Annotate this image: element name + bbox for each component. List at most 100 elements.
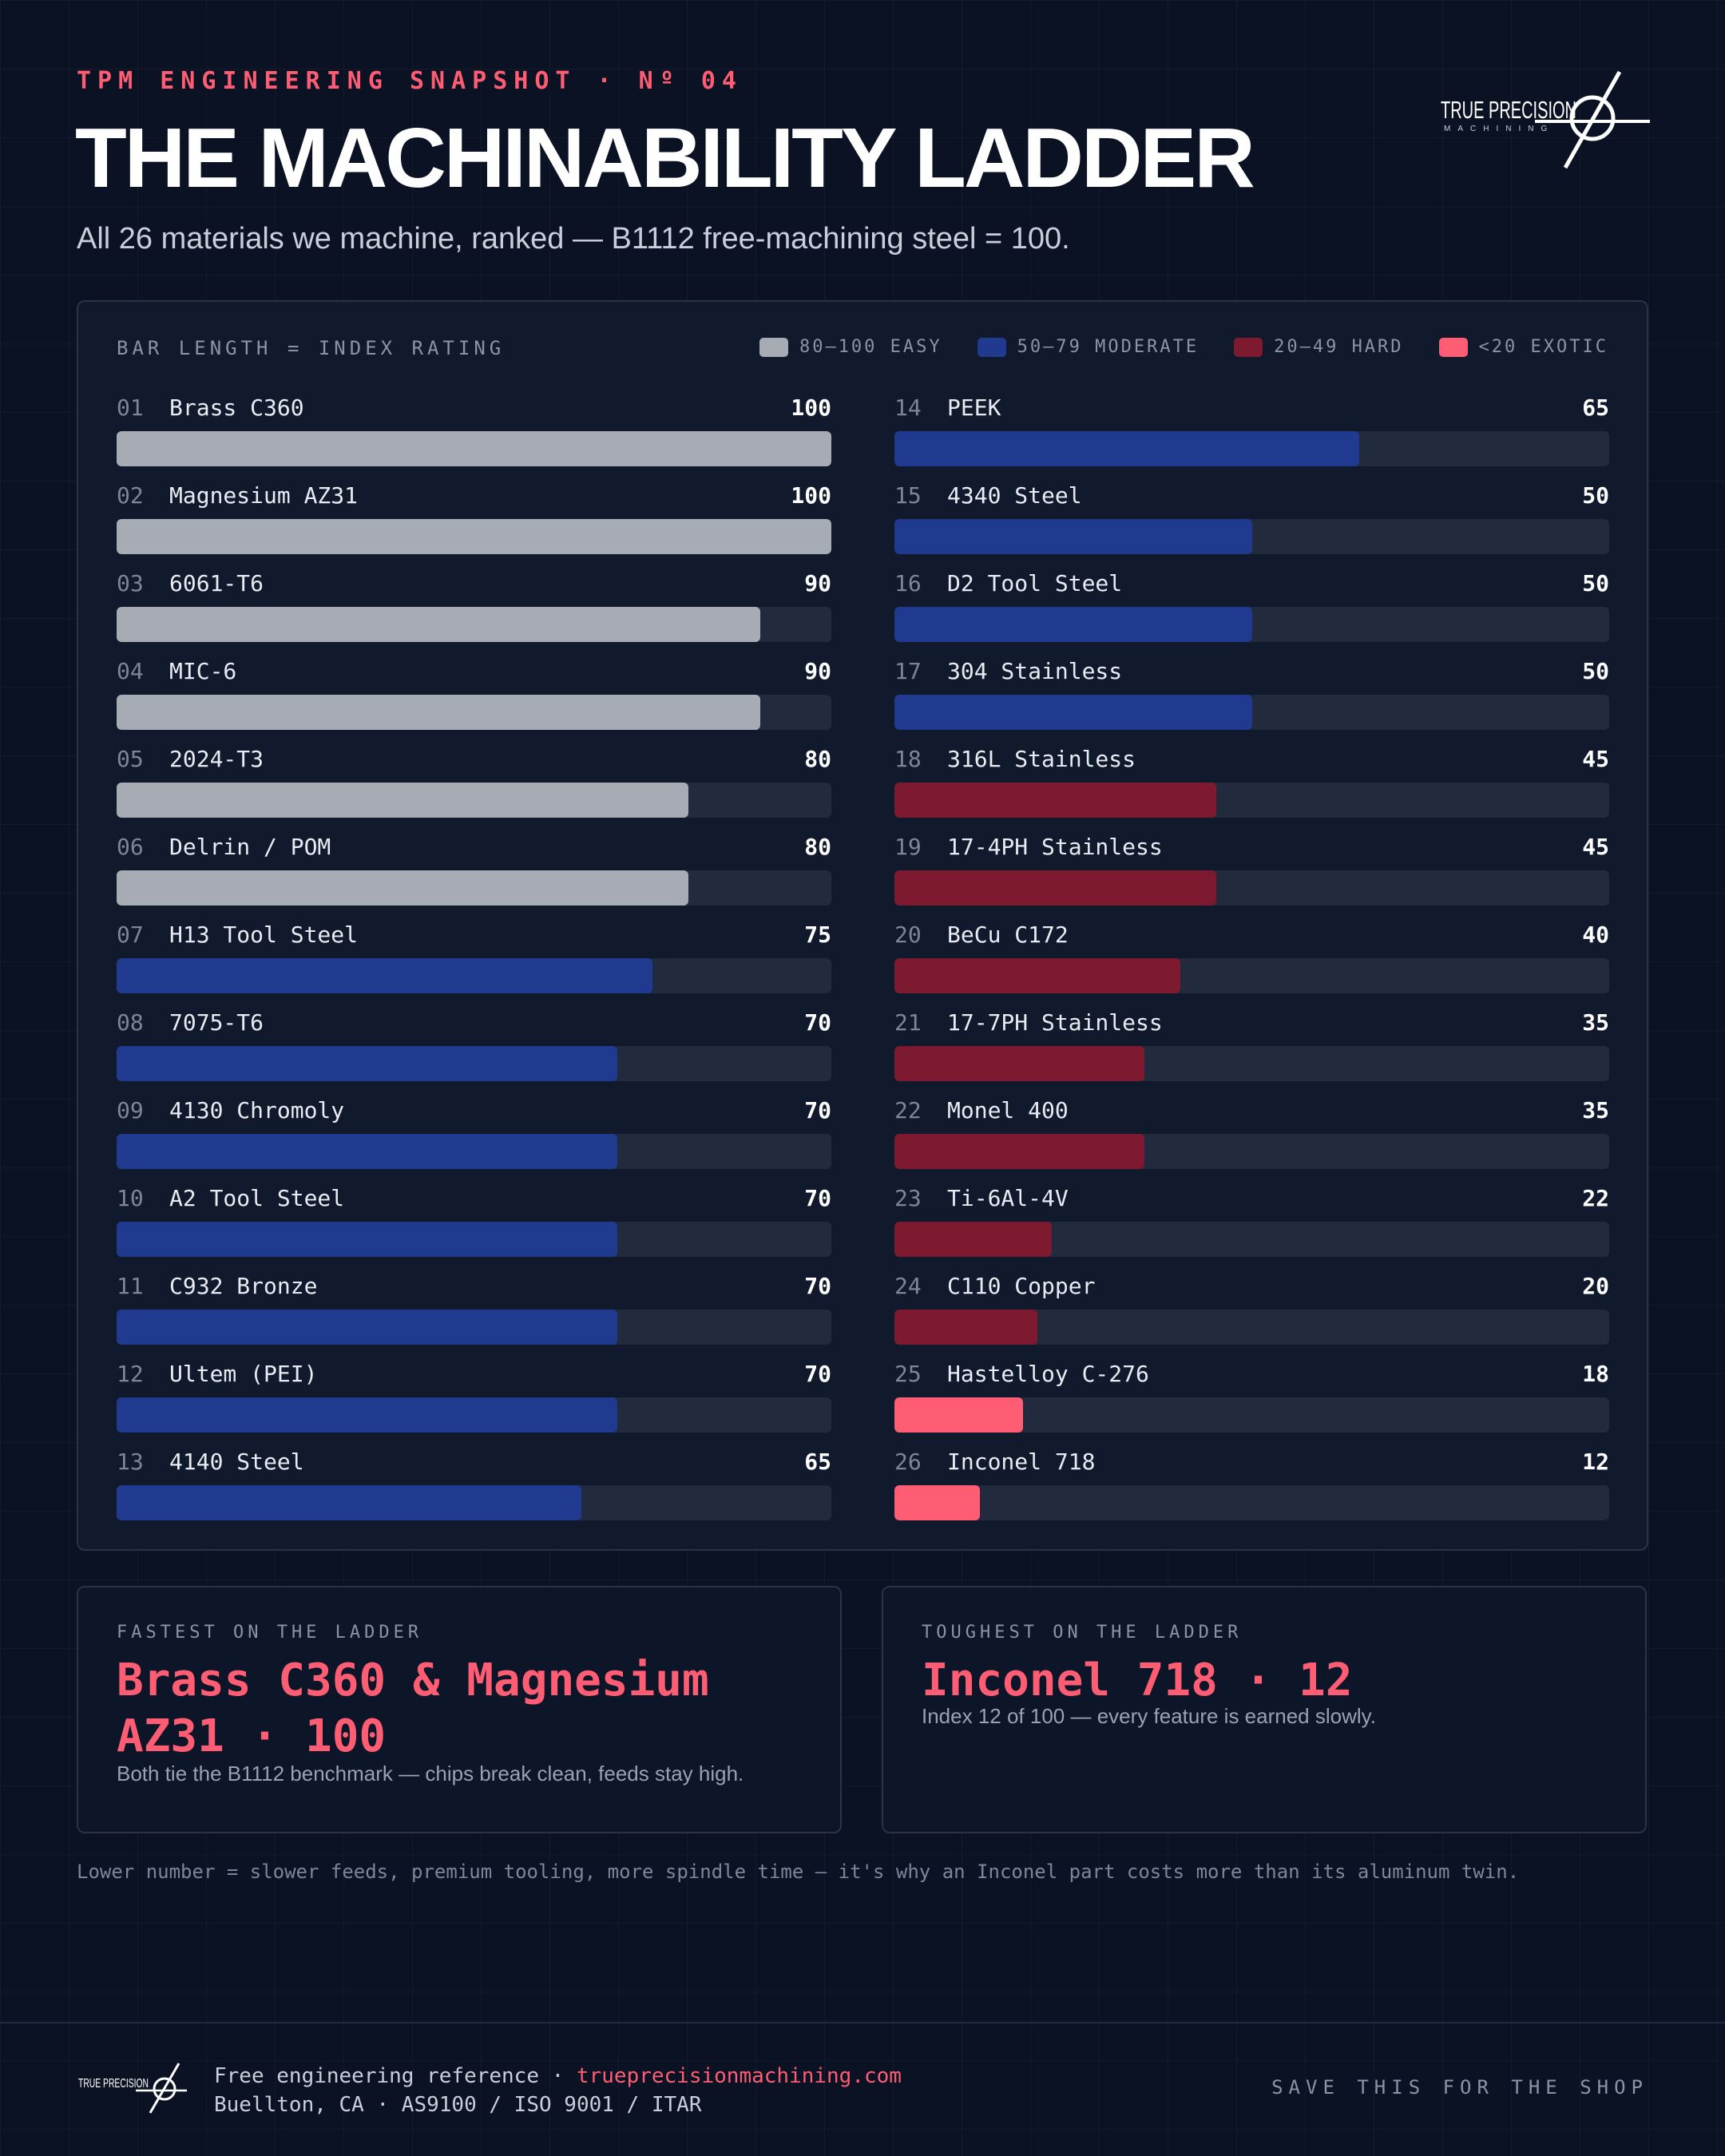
- bar: [894, 1134, 1144, 1169]
- legend-item: 50–79 MODERATE: [977, 337, 1200, 357]
- footer-line-2: Buellton, CA · AS9100 / ISO 9001 / ITAR: [214, 2093, 702, 2117]
- bar-label: 4340 Steel: [947, 482, 1082, 509]
- bar: [117, 519, 831, 554]
- bar-rank: 02: [117, 482, 144, 509]
- bar: [894, 783, 1216, 818]
- bar-track: [117, 607, 831, 642]
- bar-label: 17-7PH Stainless: [947, 1009, 1163, 1036]
- bar-row: 15 4340 Steel 50: [894, 478, 1609, 565]
- bar-label: Magnesium AZ31: [169, 482, 359, 509]
- bar: [117, 695, 760, 730]
- fastest-value: Brass C360 & Magnesium AZ31 · 100: [117, 1655, 709, 1762]
- bar-label: BeCu C172: [947, 921, 1069, 948]
- toughest-card: TOUGHEST ON THE LADDER Inconel 718 · 12 …: [882, 1586, 1647, 1833]
- bar-rank: 25: [894, 1360, 922, 1387]
- bar-value-label: 70: [804, 1009, 831, 1036]
- bar-label: 4140 Steel: [169, 1448, 304, 1475]
- bar-value-label: 70: [804, 1184, 831, 1211]
- bar-track: [894, 783, 1609, 818]
- bar-row: 26 Inconel 718 12: [894, 1444, 1609, 1532]
- bar-track: [894, 607, 1609, 642]
- bar-track: [894, 431, 1609, 466]
- bar-track: [117, 1310, 831, 1345]
- bar-value-label: 70: [804, 1272, 831, 1299]
- bar-track: [894, 870, 1609, 906]
- bar: [117, 1310, 617, 1345]
- bar: [894, 1310, 1037, 1345]
- toughest-note: Index 12 of 100 — every feature is earne…: [922, 1704, 1376, 1728]
- bar: [894, 958, 1180, 993]
- bar-rank: 15: [894, 482, 922, 509]
- legend-item: <20 EXOTIC: [1438, 337, 1608, 357]
- bar-value-label: 50: [1582, 482, 1609, 509]
- toughest-value: Inconel 718 · 12: [922, 1655, 1353, 1706]
- bar-rank: 16: [894, 569, 922, 596]
- bar-value-label: 40: [1582, 921, 1609, 948]
- bar-column-left: 01 Brass C360 100 02 Magnesium AZ31 100 03 6061…: [117, 390, 831, 1532]
- bar-track: [117, 1046, 831, 1081]
- legend-item: 20–49 HARD: [1234, 337, 1403, 357]
- bar-row: 13 4140 Steel 65: [117, 1444, 831, 1532]
- bar-row: 06 Delrin / POM 80: [117, 829, 831, 917]
- bar-rank: 22: [894, 1096, 922, 1124]
- bar-label: 316L Stainless: [947, 745, 1136, 772]
- bar-track: [117, 1485, 831, 1520]
- bar: [117, 870, 688, 906]
- bar-value-label: 65: [804, 1448, 831, 1475]
- bar-track: [117, 1222, 831, 1257]
- legend-swatch: [1438, 337, 1468, 357]
- bar-label: C932 Bronze: [169, 1272, 318, 1299]
- website-link[interactable]: trueprecisionmachining.com: [576, 2064, 902, 2088]
- toughest-label: TOUGHEST ON THE LADDER: [922, 1623, 1243, 1643]
- bar-value-label: 90: [804, 657, 831, 684]
- bar-row: 07 H13 Tool Steel 75: [117, 917, 831, 1005]
- fastest-card: FASTEST ON THE LADDER Brass C360 & Magne…: [77, 1586, 842, 1833]
- bar-row: 04 MIC-6 90: [117, 653, 831, 741]
- bar-rank: 12: [117, 1360, 144, 1387]
- bar-rank: 18: [894, 745, 922, 772]
- bar-label: Brass C360: [169, 394, 304, 421]
- bar-row: 14 PEEK 65: [894, 390, 1609, 478]
- footnote: Lower number = slower feeds, premium too…: [77, 1861, 1520, 1883]
- bar: [894, 519, 1252, 554]
- bar: [894, 1222, 1052, 1257]
- page-title: THE MACHINABILITY LADDER: [75, 111, 1255, 205]
- legend-swatch: [977, 337, 1006, 357]
- bar: [117, 783, 688, 818]
- bar-rank: 01: [117, 394, 144, 421]
- bar-row: 10 A2 Tool Steel 70: [117, 1180, 831, 1268]
- bar-label: Ultem (PEI): [169, 1360, 318, 1387]
- bar-rank: 03: [117, 569, 144, 596]
- bar-row: 11 C932 Bronze 70: [117, 1268, 831, 1356]
- footer-line-1: Free engineering reference · trueprecisi…: [214, 2062, 902, 2091]
- bar: [894, 1397, 1023, 1433]
- legend-swatch: [1234, 337, 1263, 357]
- bar-column-right: 14 PEEK 65 15 4340 Steel 50 16 D2 Tool Steel 50 1…: [894, 390, 1609, 1532]
- bar-rank: 24: [894, 1272, 922, 1299]
- bar-label: Inconel 718: [947, 1448, 1096, 1475]
- fastest-label: FASTEST ON THE LADDER: [117, 1623, 423, 1643]
- bar: [894, 431, 1359, 466]
- bar-track: [117, 870, 831, 906]
- footer-cta: SAVE THIS FOR THE SHOP: [1271, 2076, 1648, 2099]
- legend-label: 50–79 MODERATE: [1017, 337, 1200, 357]
- bar-row: 21 17-7PH Stainless 35: [894, 1005, 1609, 1092]
- bar-label: 6061-T6: [169, 569, 264, 596]
- chart-panel: BAR LENGTH = INDEX RATING 80–100 EASY 50–…: [77, 300, 1648, 1551]
- bar-label: Ti-6Al-4V: [947, 1184, 1069, 1211]
- footer-logo: TRUE PRECISION: [78, 2063, 187, 2114]
- bar: [117, 1046, 617, 1081]
- bar-label: Monel 400: [947, 1096, 1069, 1124]
- fastest-note: Both tie the B1112 benchmark — chips bre…: [117, 1762, 744, 1785]
- bar-value-label: 35: [1582, 1009, 1609, 1036]
- bar: [894, 695, 1252, 730]
- bar-row: 17 304 Stainless 50: [894, 653, 1609, 741]
- bar-label: 4130 Chromoly: [169, 1096, 345, 1124]
- bar-label: MIC-6: [169, 657, 237, 684]
- bar-rank: 07: [117, 921, 144, 948]
- bar-row: 20 BeCu C172 40: [894, 917, 1609, 1005]
- footer-logo-wordmark: TRUE PRECISION: [78, 2077, 149, 2091]
- legend-label: 80–100 EASY: [799, 337, 942, 357]
- footer-prefix: Free engineering reference ·: [214, 2064, 577, 2088]
- bar-label: 2024-T3: [169, 745, 264, 772]
